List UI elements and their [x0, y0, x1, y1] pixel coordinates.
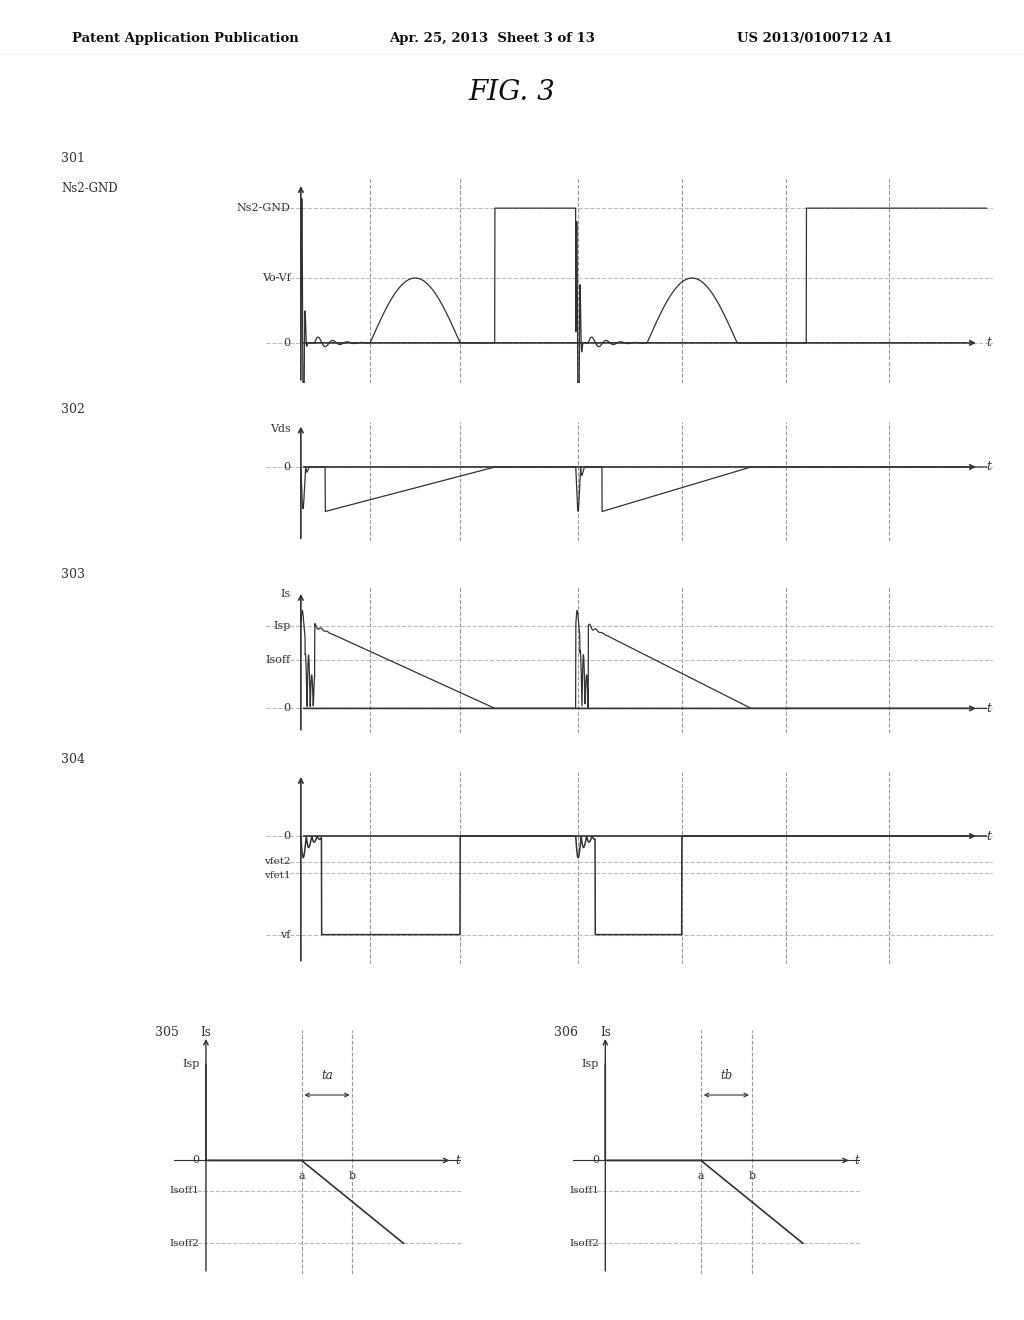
Text: Is: Is	[201, 1026, 211, 1039]
Text: 0: 0	[284, 338, 291, 348]
Text: vfet1: vfet1	[264, 871, 291, 880]
Text: vfet2: vfet2	[264, 857, 291, 866]
Text: t: t	[986, 829, 991, 842]
Text: t: t	[986, 461, 991, 474]
Text: Apr. 25, 2013  Sheet 3 of 13: Apr. 25, 2013 Sheet 3 of 13	[389, 32, 595, 45]
Text: Isoff2: Isoff2	[170, 1238, 200, 1247]
Text: a: a	[298, 1171, 305, 1181]
Text: t: t	[455, 1154, 460, 1167]
Text: t: t	[986, 702, 991, 715]
Text: 0: 0	[193, 1155, 200, 1166]
Text: US 2013/0100712 A1: US 2013/0100712 A1	[737, 32, 893, 45]
Text: 303: 303	[61, 568, 85, 581]
Text: Isp: Isp	[273, 622, 291, 631]
Text: Isp: Isp	[182, 1060, 200, 1069]
Text: Vo-Vf: Vo-Vf	[262, 273, 291, 282]
Text: FIG. 3: FIG. 3	[469, 79, 555, 106]
Text: Isoff1: Isoff1	[170, 1187, 200, 1196]
Text: 304: 304	[61, 752, 85, 766]
Text: b: b	[349, 1171, 356, 1181]
Text: Isp: Isp	[582, 1060, 599, 1069]
Text: Patent Application Publication: Patent Application Publication	[72, 32, 298, 45]
Text: b: b	[749, 1171, 756, 1181]
Text: Ns2-GND: Ns2-GND	[61, 182, 118, 195]
Text: Isoff1: Isoff1	[569, 1187, 599, 1196]
Text: 0: 0	[284, 704, 291, 713]
Text: 0: 0	[592, 1155, 599, 1166]
Text: 302: 302	[61, 403, 85, 416]
Text: tb: tb	[720, 1069, 732, 1082]
Text: 0: 0	[284, 462, 291, 473]
Text: 306: 306	[554, 1026, 579, 1039]
Text: Vds: Vds	[269, 424, 291, 434]
Text: Isoff2: Isoff2	[569, 1238, 599, 1247]
Text: t: t	[854, 1154, 859, 1167]
Text: 305: 305	[155, 1026, 179, 1039]
Text: ta: ta	[322, 1069, 333, 1082]
Text: Ns2-GND: Ns2-GND	[237, 203, 291, 213]
Text: t: t	[986, 337, 991, 350]
Text: a: a	[697, 1171, 705, 1181]
Text: 301: 301	[61, 152, 85, 165]
Text: Is: Is	[281, 589, 291, 599]
Text: vf: vf	[281, 929, 291, 940]
Text: Isoff: Isoff	[265, 655, 291, 665]
Text: 0: 0	[284, 832, 291, 841]
Text: Is: Is	[600, 1026, 610, 1039]
